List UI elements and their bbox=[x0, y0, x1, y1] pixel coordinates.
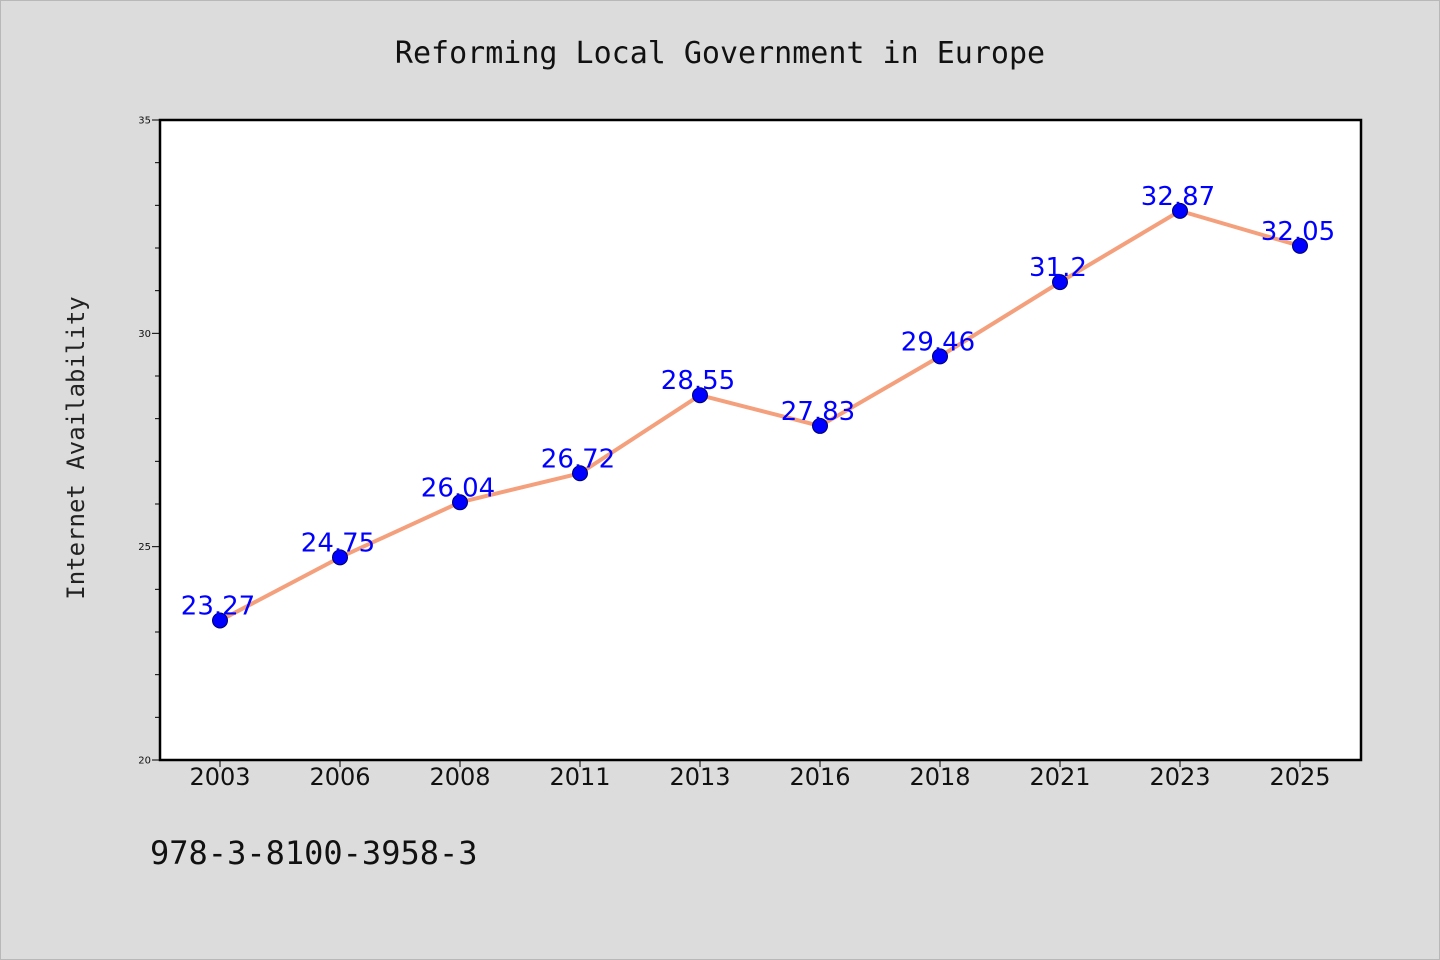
data-point bbox=[932, 348, 948, 365]
data-point bbox=[692, 387, 708, 404]
y-tick-label: 20 bbox=[138, 756, 151, 767]
data-label: 27.83 bbox=[781, 397, 855, 427]
data-point bbox=[812, 417, 828, 434]
x-tick-label: 2016 bbox=[789, 763, 850, 791]
x-tick-label: 2023 bbox=[1149, 763, 1210, 791]
series-layer: 23.27 24.75 26.04 26.72 28.55 27.83 29.46 31.2 3… bbox=[181, 182, 1335, 629]
data-point bbox=[572, 465, 588, 482]
y-axis-label: Internet Availability bbox=[62, 296, 90, 599]
x-tick-label: 2008 bbox=[429, 763, 490, 791]
series-line bbox=[219, 208, 1301, 623]
isbn-annotation: 978-3-8100-3958-3 bbox=[150, 834, 478, 872]
data-label: 28.55 bbox=[661, 366, 735, 396]
data-point bbox=[1292, 237, 1308, 254]
x-tick-label: 2025 bbox=[1269, 763, 1330, 791]
data-point bbox=[1172, 202, 1188, 219]
chart-title: Reforming Local Government in Europe bbox=[395, 36, 1045, 71]
x-tick-label: 2003 bbox=[189, 763, 250, 791]
data-point bbox=[452, 494, 468, 511]
data-label: 26.72 bbox=[541, 444, 615, 474]
data-point bbox=[332, 549, 348, 566]
y-tick-label: 30 bbox=[138, 329, 151, 340]
x-tick-label: 2013 bbox=[669, 763, 730, 791]
x-tick-label: 2006 bbox=[309, 763, 370, 791]
data-label: 29.46 bbox=[901, 327, 975, 357]
x-tick-label: 2021 bbox=[1029, 763, 1090, 791]
data-point bbox=[1052, 274, 1068, 291]
data-label: 32.87 bbox=[1141, 182, 1215, 212]
plot-area bbox=[160, 120, 1361, 760]
data-point bbox=[212, 612, 228, 629]
y-tick-label: 25 bbox=[138, 542, 151, 553]
x-tick-label: 2018 bbox=[909, 763, 970, 791]
data-label: 23.27 bbox=[181, 591, 255, 621]
plot-border bbox=[158, 118, 1363, 762]
data-label: 31.2 bbox=[1029, 253, 1087, 283]
y-tick-label: 35 bbox=[138, 116, 151, 127]
data-label: 32.05 bbox=[1261, 217, 1335, 247]
x-tick-label: 2011 bbox=[549, 763, 610, 791]
data-label: 24.75 bbox=[301, 528, 375, 558]
data-label: 26.04 bbox=[421, 473, 495, 503]
